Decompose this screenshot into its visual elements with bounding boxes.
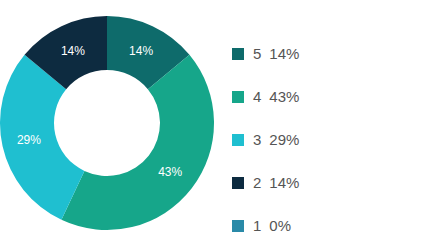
svg-text:29%: 29% — [17, 133, 41, 147]
html-text:14%: 14% — [269, 174, 300, 191]
html-text:4: 4 — [253, 88, 262, 105]
html-text:2: 2 — [253, 174, 262, 191]
svg-text:43%: 43% — [158, 165, 182, 179]
html-text:1: 1 — [253, 217, 262, 234]
html-text:5: 5 — [253, 45, 262, 62]
html-text:29%: 29% — [269, 131, 300, 148]
svg-text:14%: 14% — [129, 44, 153, 58]
html-text:43%: 43% — [269, 88, 300, 105]
html-text:0%: 0% — [269, 217, 291, 234]
html-text:3: 3 — [253, 131, 262, 148]
html-text:14%: 14% — [269, 45, 300, 62]
svg-text:14%: 14% — [61, 44, 85, 58]
